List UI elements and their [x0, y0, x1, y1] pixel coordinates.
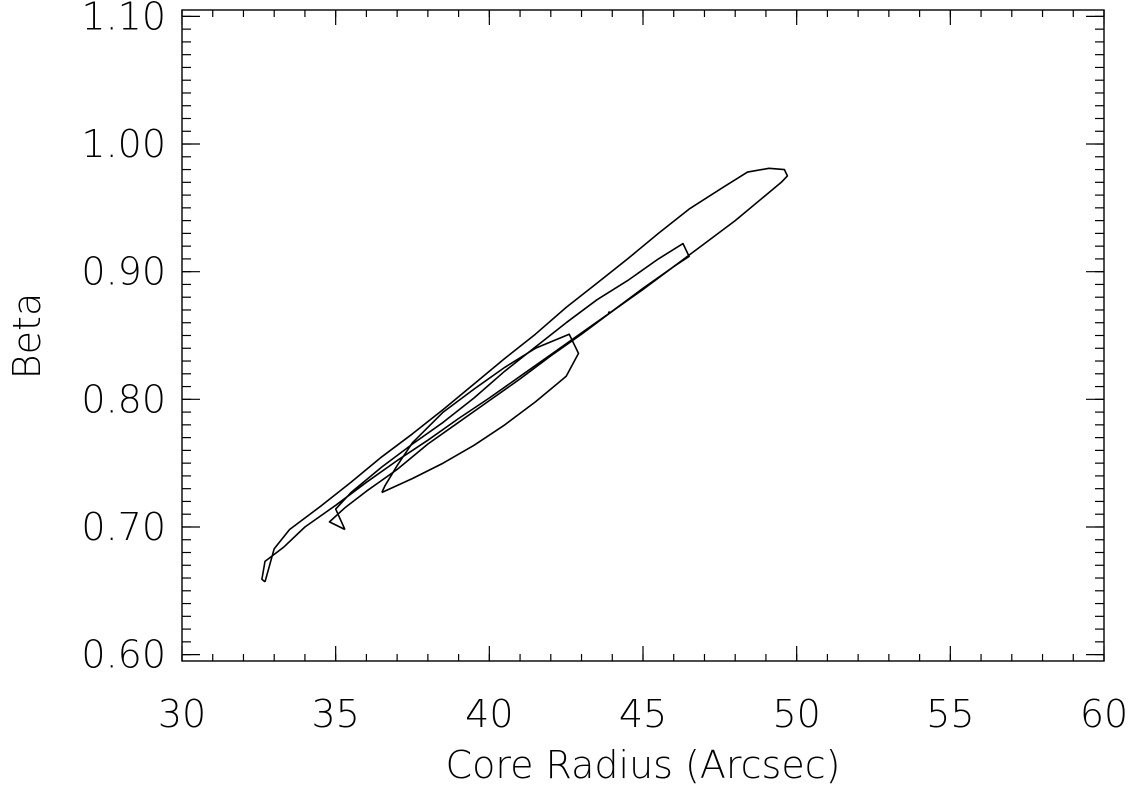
y-tick-label: 1.10: [81, 0, 166, 38]
y-tick-labels: 0.60 0.70 0.80 0.90 1.00 1.10: [81, 0, 166, 677]
x-axis-title: Core Radius (Arcsec): [446, 743, 841, 786]
y-tick-label: 1.00: [81, 122, 166, 166]
x-tick-label: 60: [1080, 692, 1128, 736]
x-tick-label: 35: [311, 692, 359, 736]
contour-outer: [261, 167, 789, 583]
x-tick-label: 45: [619, 692, 667, 736]
minor-ticks: [181, 10, 1105, 661]
y-tick-label: 0.60: [81, 633, 166, 677]
y-tick-label: 0.90: [81, 250, 166, 294]
y-axis-title: Beta: [5, 293, 49, 379]
plot-frame: [181, 9, 1105, 662]
x-tick-label: 50: [772, 692, 820, 736]
x-tick-label: 30: [158, 692, 206, 736]
contour-middle: [328, 242, 690, 531]
y-tick-label: 0.80: [81, 377, 166, 421]
best-fit-point: [607, 311, 611, 314]
x-tick-label: 40: [465, 692, 513, 736]
major-ticks: [181, 10, 1105, 661]
x-tick-labels: 30 35 40 45 50 55 60: [158, 692, 1128, 736]
y-tick-label: 0.70: [81, 505, 166, 549]
contour-inner: [381, 333, 580, 494]
contour-lines: [261, 167, 789, 583]
x-tick-label: 55: [926, 692, 974, 736]
